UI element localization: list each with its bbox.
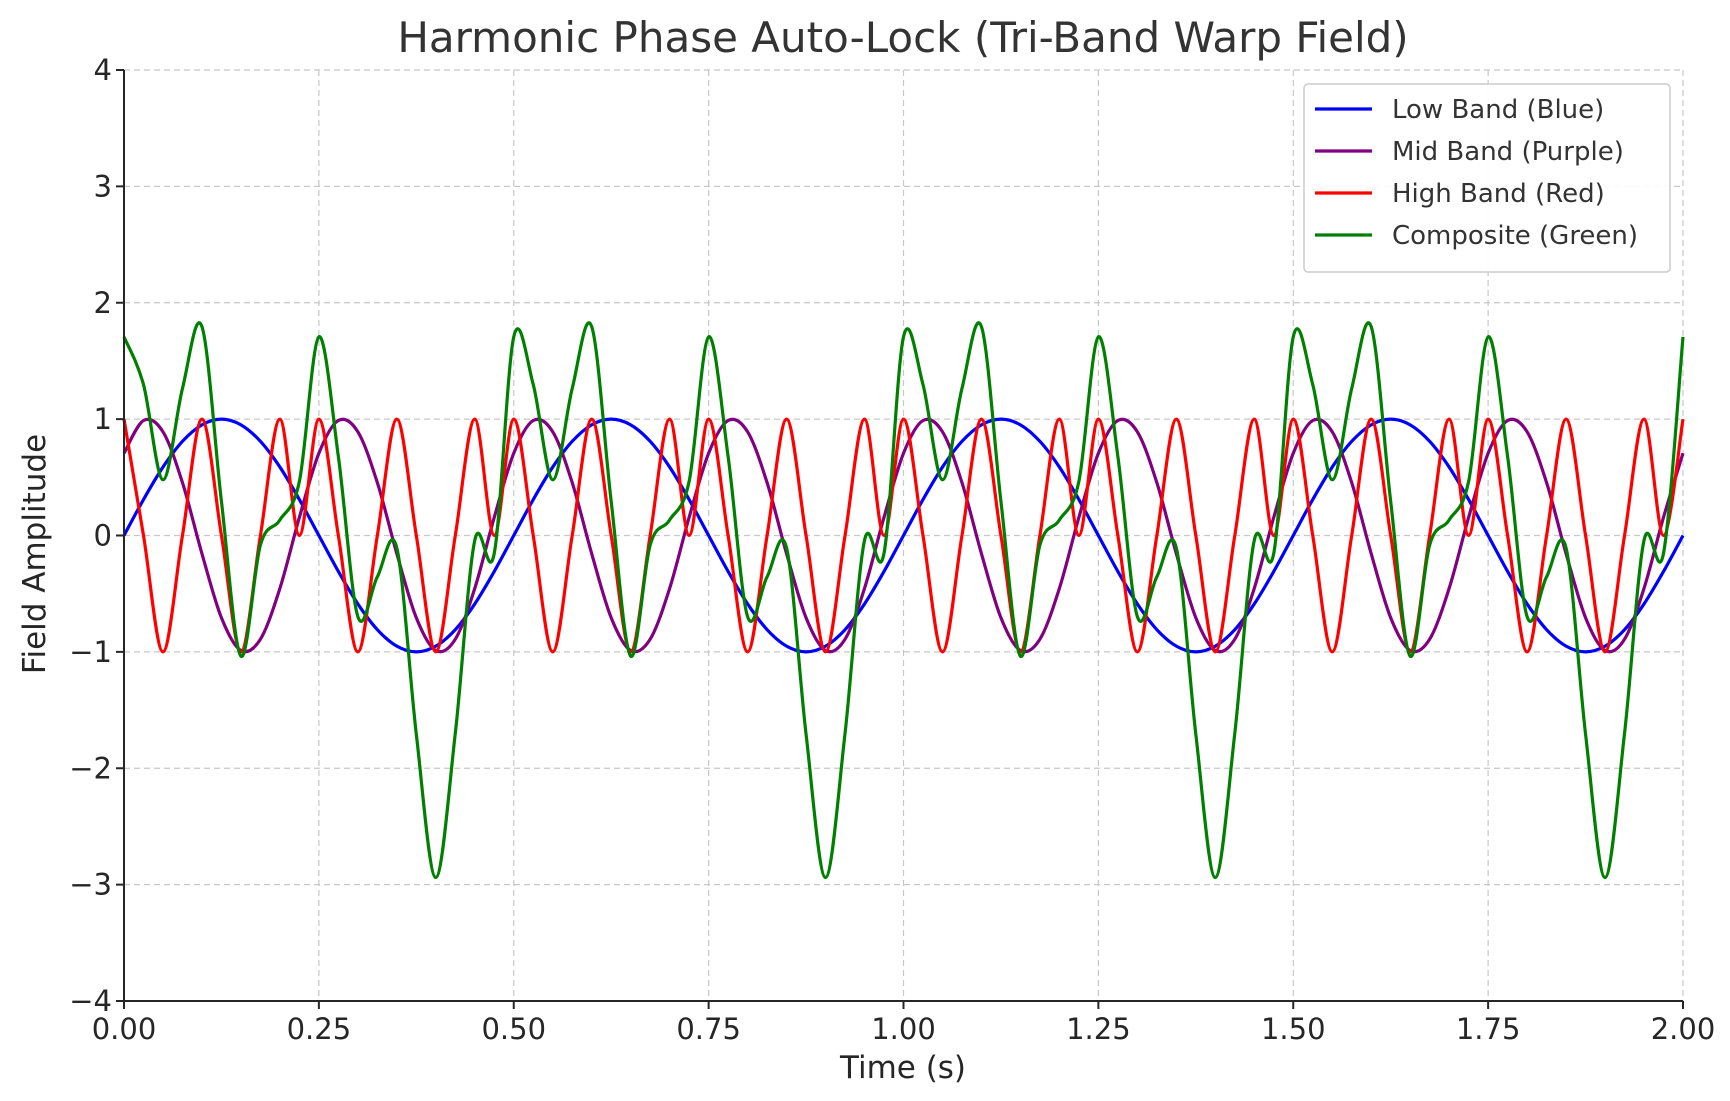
x-tick-label: 0.75 xyxy=(676,1012,741,1046)
legend-label: High Band (Red) xyxy=(1392,179,1605,209)
y-tick-label: −2 xyxy=(69,751,112,785)
x-tick-label: 0.00 xyxy=(92,1012,157,1046)
y-tick-label: −3 xyxy=(69,868,112,902)
legend-box xyxy=(1303,83,1671,273)
y-tick-label: −1 xyxy=(69,635,112,669)
y-tick-label: 0 xyxy=(94,519,112,553)
series-line-2 xyxy=(122,417,1685,654)
legend-label: Composite (Green) xyxy=(1392,221,1638,251)
tick-labels: 0.00 0.25 0.50 0.75 1.00 1.25 1.50 1.75 2.00 −4 −3… xyxy=(69,53,1715,1046)
x-tick-label: 1.75 xyxy=(1456,1012,1521,1046)
legend-label: Mid Band (Purple) xyxy=(1392,137,1624,167)
x-tick-label: 2.00 xyxy=(1651,1012,1716,1046)
chart-title: Harmonic Phase Auto-Lock (Tri-Band Warp … xyxy=(397,13,1408,62)
y-axis-title: Field Amplitude xyxy=(17,434,53,674)
x-tick-label: 0.50 xyxy=(481,1012,546,1046)
x-axis-title: Time (s) xyxy=(839,1050,966,1086)
y-tick-label: 2 xyxy=(94,286,112,320)
y-tick-label: 4 xyxy=(94,53,112,87)
legend: Low Band (Blue) Mid Band (Purple) High Ban… xyxy=(1303,83,1671,273)
axes xyxy=(116,69,1684,1009)
x-tick-label: 1.25 xyxy=(1066,1012,1131,1046)
legend-label: Low Band (Blue) xyxy=(1392,95,1604,125)
series-line-1 xyxy=(122,417,1685,654)
x-tick-label: 1.50 xyxy=(1261,1012,1326,1046)
y-tick-label: 3 xyxy=(94,169,112,203)
series-lines xyxy=(122,321,1685,880)
y-tick-label: 1 xyxy=(94,402,112,436)
y-tick-label: −4 xyxy=(69,984,112,1018)
x-tick-label: 0.25 xyxy=(287,1012,352,1046)
series-line-4 xyxy=(122,321,1685,880)
x-tick-label: 1.00 xyxy=(871,1012,936,1046)
